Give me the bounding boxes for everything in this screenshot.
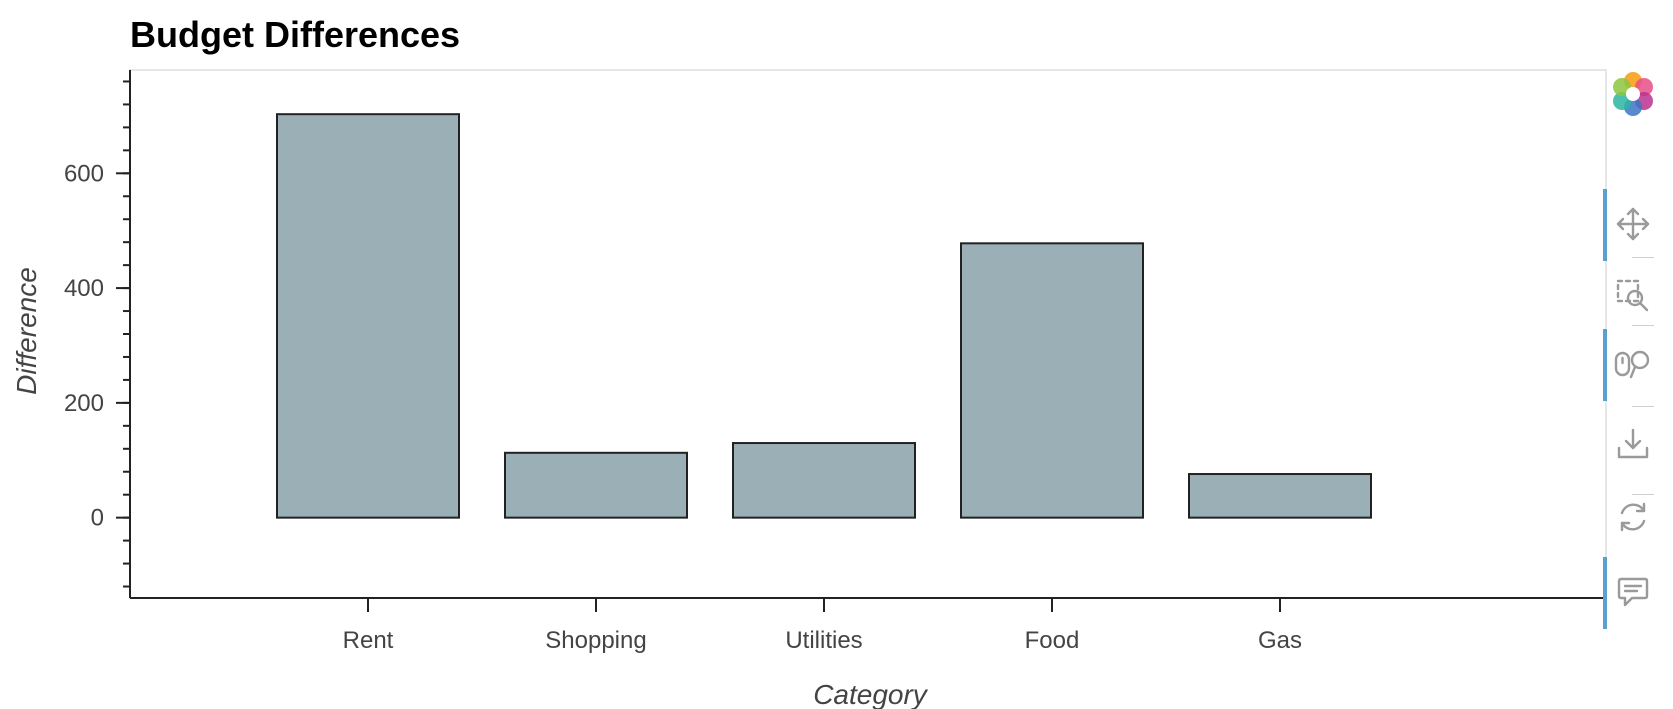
bar-shopping bbox=[504, 451, 688, 519]
x-tick-label: Rent bbox=[343, 627, 394, 654]
y-tick-label: 200 bbox=[64, 390, 104, 417]
x-tick-label: Shopping bbox=[545, 627, 646, 654]
x-tick-label: Food bbox=[1025, 627, 1080, 654]
y-axis-label: Difference bbox=[11, 267, 42, 395]
bars-group bbox=[276, 113, 1372, 519]
bar-food bbox=[960, 242, 1144, 519]
bar-gas bbox=[1188, 473, 1372, 519]
wheel-zoom-icon bbox=[1614, 350, 1650, 379]
bar-utilities bbox=[732, 442, 916, 519]
save-icon bbox=[1617, 428, 1649, 459]
reset-tool-button[interactable] bbox=[1598, 487, 1668, 547]
plot-toolbar bbox=[1598, 62, 1668, 629]
y-tick-label: 600 bbox=[64, 160, 104, 187]
x-axis-label: Category bbox=[813, 679, 929, 709]
toolbar-separator bbox=[1632, 257, 1654, 258]
x-tick-label: Gas bbox=[1258, 627, 1302, 654]
bokeh-logo-icon[interactable] bbox=[1598, 64, 1668, 124]
x-axis: Rent Shopping Utilities Food Gas bbox=[130, 597, 1606, 654]
active-indicator bbox=[1603, 189, 1607, 261]
y-tick-label: 400 bbox=[64, 275, 104, 302]
hover-icon bbox=[1617, 577, 1649, 607]
y-axis: 0 200 400 600 bbox=[64, 70, 131, 598]
x-tick-label: Utilities bbox=[785, 627, 862, 654]
save-tool-button[interactable] bbox=[1598, 414, 1668, 474]
reset-icon bbox=[1620, 502, 1646, 532]
box-zoom-icon bbox=[1616, 279, 1649, 312]
y-tick-label: 0 bbox=[91, 505, 104, 532]
wheel-zoom-tool-button[interactable] bbox=[1598, 329, 1668, 401]
bar-rent bbox=[276, 113, 460, 519]
active-indicator bbox=[1603, 557, 1607, 629]
toolbar-separator bbox=[1632, 325, 1654, 326]
box-zoom-tool-button[interactable] bbox=[1598, 266, 1668, 326]
pan-icon bbox=[1616, 207, 1650, 241]
toolbar-separator bbox=[1632, 494, 1654, 495]
chart-title: Budget Differences bbox=[130, 14, 460, 55]
active-indicator bbox=[1603, 329, 1607, 401]
hover-tool-button[interactable] bbox=[1598, 557, 1668, 629]
toolbar-separator bbox=[1632, 406, 1654, 407]
pan-tool-button[interactable] bbox=[1598, 189, 1668, 261]
